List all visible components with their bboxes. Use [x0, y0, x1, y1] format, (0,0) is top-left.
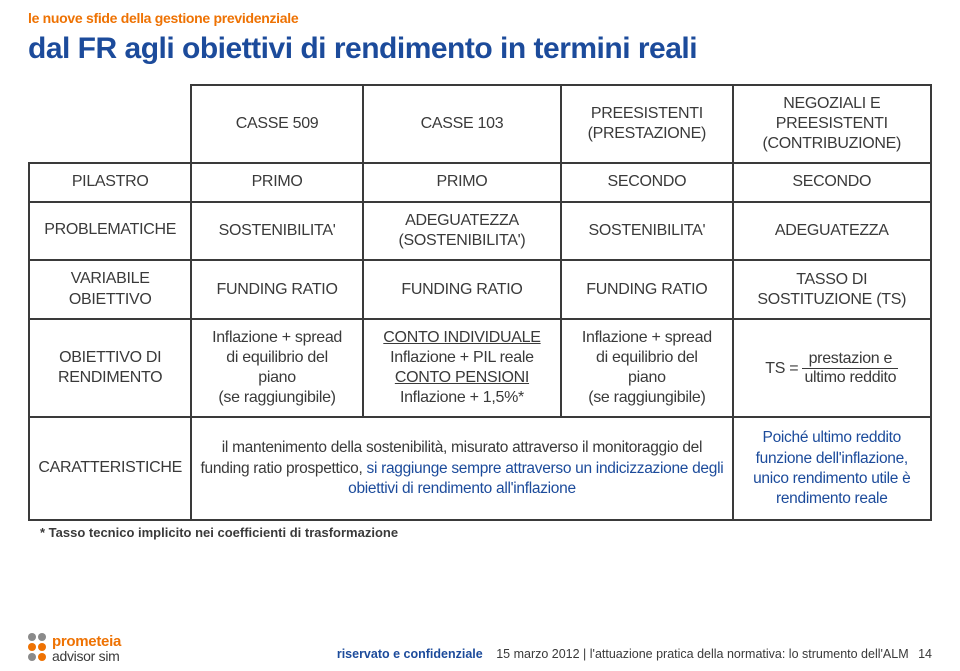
topic-bar: le nuove sfide della gestione previdenzi…: [0, 0, 960, 30]
t: Inflazione + PIL reale: [390, 349, 534, 366]
cell: SECONDO: [733, 163, 931, 202]
cell: SECONDO: [561, 163, 732, 202]
cell-caratt-right: Poiché ultimo reddito funzione dell'infl…: [733, 417, 931, 520]
cell-caratt-merged: il mantenimento della sostenibilità, mis…: [191, 417, 732, 520]
cell: FUNDING RATIO: [363, 260, 561, 320]
cell: CASSE 509: [191, 85, 362, 163]
cell: SOSTENIBILITA': [561, 202, 732, 260]
footer-page: 14: [918, 647, 932, 661]
formula-top: prestazion e: [802, 350, 898, 369]
t: Inflazione + spread: [582, 329, 712, 346]
t: Inflazione + spread: [212, 329, 342, 346]
cell: CASSE 103: [363, 85, 561, 163]
main-table: CASSE 509CASSE 103PREESISTENTI (PRESTAZI…: [0, 84, 960, 521]
cell: ADEGUATEZZA: [733, 202, 931, 260]
caratt-blue: si raggiunge sempre attraverso un indici…: [348, 460, 723, 497]
t: CONTO PENSIONI: [395, 369, 529, 386]
logo-dots-icon: [28, 633, 46, 661]
cell: TASSO DI SOSTITUZIONE (TS): [733, 260, 931, 320]
cell: NEGOZIALI E PREESISTENTI (CONTRIBUZIONE): [733, 85, 931, 163]
row-label-caratt: CARATTERISTICHE: [29, 417, 191, 520]
t: piano: [258, 369, 296, 386]
formula-bot: ultimo reddito: [802, 369, 898, 387]
formula-prefix: TS =: [765, 360, 798, 377]
t: (se raggiungibile): [218, 389, 335, 406]
t: di equilibrio del: [596, 349, 698, 366]
footer-right: riservato e confidenziale 15 marzo 2012 …: [337, 647, 932, 661]
cell: FUNDING RATIO: [191, 260, 362, 320]
cell: ADEGUATEZZA (SOSTENIBILITA'): [363, 202, 561, 260]
cell-obiettivo-1: Inflazione + spread di equilibrio del pi…: [191, 319, 362, 417]
cell: PRIMO: [363, 163, 561, 202]
row-label-obiettivo: OBIETTIVO DI RENDIMENTO: [29, 319, 191, 417]
row-label: PROBLEMATICHE: [29, 202, 191, 260]
footer: prometeia advisor sim riservato e confid…: [0, 623, 960, 671]
t: CONTO INDIVIDUALE: [383, 329, 540, 346]
row-label: [29, 85, 191, 163]
cell-obiettivo-2: CONTO INDIVIDUALE Inflazione + PIL reale…: [363, 319, 561, 417]
t: di equilibrio del: [226, 349, 328, 366]
footer-meta: 15 marzo 2012 | l'attuazione pratica del…: [496, 647, 908, 661]
formula: TS = prestazion e ultimo reddito: [765, 360, 898, 377]
cell-obiettivo-3: Inflazione + spread di equilibrio del pi…: [561, 319, 732, 417]
cell: SOSTENIBILITA': [191, 202, 362, 260]
row-label: VARIABILE OBIETTIVO: [29, 260, 191, 320]
t: piano: [628, 369, 666, 386]
logo: prometeia advisor sim: [28, 633, 121, 663]
footer-confidential: riservato e confidenziale: [337, 647, 483, 661]
logo-line1: prometeia: [52, 634, 121, 649]
logo-text: prometeia advisor sim: [52, 634, 121, 663]
cell: PREESISTENTI (PRESTAZIONE): [561, 85, 732, 163]
row-label: PILASTRO: [29, 163, 191, 202]
footnote: * Tasso tecnico implicito nei coefficien…: [0, 521, 960, 540]
cell-obiettivo-formula: TS = prestazion e ultimo reddito: [733, 319, 931, 417]
t: (se raggiungibile): [588, 389, 705, 406]
logo-line2: advisor sim: [52, 649, 121, 663]
t: Inflazione + 1,5%*: [400, 389, 524, 406]
cell: PRIMO: [191, 163, 362, 202]
page-title: dal FR agli obiettivi di rendimento in t…: [0, 30, 960, 84]
cell: FUNDING RATIO: [561, 260, 732, 320]
